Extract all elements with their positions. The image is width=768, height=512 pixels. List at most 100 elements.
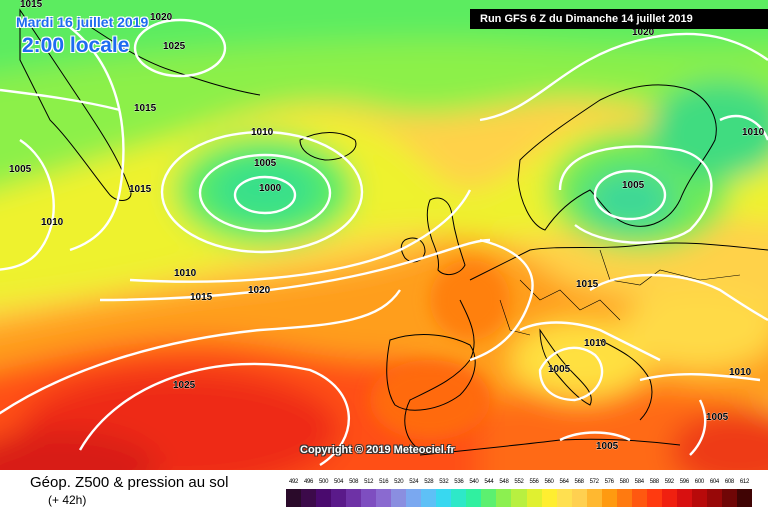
forecast-time: 2:00 locale [22, 34, 130, 57]
scale-color-swatch [541, 489, 557, 507]
scale-color-swatch [721, 489, 737, 507]
scale-color-swatch [346, 489, 362, 507]
isobar-label: 1025 [163, 41, 186, 52]
scale-color-swatch [406, 489, 422, 507]
legend-title: Géop. Z500 & pression au sol [30, 474, 229, 491]
scale-color-swatch [361, 489, 377, 507]
scale-color-swatch [556, 489, 572, 507]
isobar-label: 1005 [9, 164, 32, 175]
isobar-label: 1005 [596, 441, 619, 452]
scale-color-swatch [616, 489, 632, 507]
scale-tick-label: 584 [634, 479, 644, 485]
map-canvas: 1015 1025 1015 1010 1005 1000 1015 1005 … [0, 0, 768, 470]
scale-tick-label: 532 [439, 479, 449, 485]
scale-tick-label: 588 [649, 479, 659, 485]
isobar-label: 1010 [41, 217, 64, 228]
isobar-label: 1010 [742, 127, 765, 138]
isobar-label: 1020 [632, 27, 655, 38]
scale-tick-label: 536 [454, 479, 464, 485]
scale-color-swatch [646, 489, 662, 507]
color-scale-bar [286, 489, 752, 507]
scale-tick-label: 600 [694, 479, 704, 485]
scale-tick-label: 596 [679, 479, 689, 485]
scale-tick-label: 528 [424, 479, 434, 485]
scale-tick-label: 612 [739, 479, 750, 485]
scale-color-swatch [691, 489, 707, 507]
scale-tick-label: 504 [334, 479, 344, 485]
color-scale-labels: 492 496 500 504 508 512 516 520 524 528 532 536 540 5… [286, 479, 752, 489]
scale-tick-label: 512 [364, 479, 374, 485]
scale-tick-label: 552 [514, 479, 524, 485]
scale-color-swatch [436, 489, 452, 507]
isobar-label: 1010 [251, 127, 274, 138]
scale-color-swatch [631, 489, 647, 507]
scale-color-swatch [586, 489, 602, 507]
scale-color-swatch [676, 489, 692, 507]
warm-ridge-core [370, 260, 510, 440]
scale-color-swatch [316, 489, 332, 507]
scale-tick-label: 608 [724, 479, 734, 485]
scale-tick-label: 572 [589, 479, 599, 485]
scale-color-swatch [481, 489, 497, 507]
scale-tick-label: 564 [559, 479, 569, 485]
isobar-labels: 1015 1025 1015 1010 1005 1000 1015 1005 … [9, 0, 765, 452]
scale-tick-label: 560 [544, 479, 554, 485]
isobar-label: 1015 [129, 184, 152, 195]
scale-color-swatch [526, 489, 542, 507]
scale-tick-label: 524 [409, 479, 419, 485]
geopotential-field [0, 0, 768, 470]
scale-tick-label: 496 [303, 479, 314, 485]
model-run-banner: Run GFS 6 Z du Dimanche 14 juillet 2019 [470, 9, 768, 29]
scale-tick-label: 604 [709, 479, 719, 485]
scale-tick-label: 576 [604, 479, 614, 485]
copyright-text: Copyright © 2019 Meteociel.fr [300, 444, 455, 456]
scale-tick-label: 508 [349, 479, 359, 485]
scale-tick-label: 492 [288, 479, 299, 485]
scale-color-swatch [661, 489, 677, 507]
scale-tick-label: 580 [619, 479, 629, 485]
scale-color-swatch [601, 489, 617, 507]
isobar-label: 1005 [548, 364, 571, 375]
forecast-date: Mardi 16 juillet 2019 [16, 14, 149, 30]
scale-tick-label: 548 [499, 479, 509, 485]
scale-tick-label: 592 [664, 479, 674, 485]
scale-tick-label: 540 [469, 479, 479, 485]
scale-tick-label: 516 [379, 479, 389, 485]
isobars [0, 18, 768, 467]
isobar-label: 1015 [576, 279, 599, 290]
isobar-label: 1010 [729, 367, 752, 378]
scale-tick-label: 556 [529, 479, 539, 485]
scale-color-swatch [706, 489, 722, 507]
legend-subtitle: (+ 42h) [48, 493, 87, 507]
isobar-label: 1020 [150, 12, 173, 23]
isobar-label: 1000 [259, 183, 282, 194]
scale-color-swatch [571, 489, 587, 507]
scale-color-swatch [466, 489, 482, 507]
scale-color-swatch [331, 489, 347, 507]
scale-color-swatch [736, 489, 752, 507]
scale-tick-label: 500 [319, 479, 329, 485]
weather-map: 1015 1025 1015 1010 1005 1000 1015 1005 … [0, 0, 768, 470]
isobar-label: 1020 [248, 285, 271, 296]
scale-color-swatch [511, 489, 527, 507]
scale-color-swatch [496, 489, 512, 507]
isobar-label: 1005 [254, 158, 277, 169]
scale-color-swatch [391, 489, 407, 507]
isobar-label: 1025 [173, 380, 196, 391]
scale-color-swatch [376, 489, 392, 507]
isobar-label: 1005 [622, 180, 645, 191]
scale-tick-label: 520 [394, 479, 404, 485]
isobar-label: 1015 [134, 103, 157, 114]
scale-color-swatch [301, 489, 317, 507]
isobar-label: 1010 [174, 268, 197, 279]
scale-tick-label: 568 [574, 479, 584, 485]
legend-panel: Géop. Z500 & pression au sol (+ 42h) 492… [0, 470, 768, 512]
scale-color-swatch [286, 489, 302, 507]
coastlines [19, 8, 768, 456]
isobar-label: 1010 [584, 338, 607, 349]
scale-tick-label: 544 [484, 479, 494, 485]
isobar-label: 1015 [20, 0, 43, 10]
isobar-label: 1015 [190, 292, 213, 303]
scale-color-swatch [421, 489, 437, 507]
isobar-label: 1005 [706, 412, 729, 423]
